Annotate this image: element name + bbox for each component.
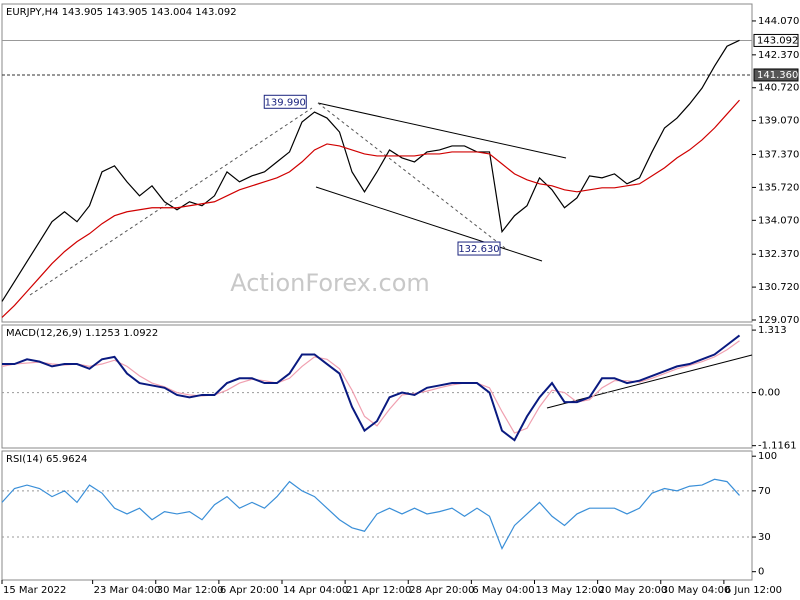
- x-tick-label: 20 May 20:00: [599, 585, 668, 596]
- channel-upper: [317, 102, 567, 159]
- y-tick-label: 0.00: [758, 388, 780, 399]
- y-tick-label: 30: [758, 532, 771, 543]
- x-tick-label: 6 Apr 20:00: [220, 585, 279, 596]
- watermark: ActionForex.com: [230, 269, 430, 297]
- y-tick-label: 135.720: [758, 182, 799, 193]
- macd-panel: [1, 324, 753, 449]
- x-tick-label: 6 Jun 12:00: [725, 585, 782, 596]
- price-panel: [1, 3, 753, 323]
- macd-trendline: [546, 354, 753, 409]
- series-line: [1, 99, 740, 318]
- y-tick-label: 142.370: [758, 50, 799, 61]
- x-tick-label: 30 May 04:00: [662, 585, 731, 596]
- channel-lower: [315, 186, 543, 262]
- y-tick-label: 1.313: [758, 325, 787, 336]
- x-tick-label: 30 Mar 12:00: [157, 585, 224, 596]
- y-tick-label: 132.370: [758, 249, 799, 260]
- panel-title: MACD(12,26,9) 1.1253 1.0922: [6, 328, 158, 339]
- price-label-box: [753, 68, 799, 82]
- y-tick-label: 0: [758, 567, 764, 578]
- x-tick-label: 15 Mar 2022: [3, 585, 66, 596]
- fib-line: [29, 107, 313, 296]
- y-tick-label: -1.1161: [758, 441, 797, 452]
- panel-title: RSI(14) 65.9624: [6, 454, 87, 465]
- price-label: 141.360: [757, 70, 798, 81]
- annotation-label: 139.990: [265, 97, 306, 108]
- x-tick-label: 28 Apr 20:00: [409, 585, 474, 596]
- y-tick-label: 134.070: [758, 215, 799, 226]
- x-tick-label: 23 Mar 04:00: [94, 585, 161, 596]
- series-line: [2, 334, 741, 442]
- series-line: [1, 39, 740, 302]
- price-label: 143.092: [757, 35, 798, 46]
- y-tick-label: 139.070: [758, 116, 799, 127]
- x-tick-label: 21 Apr 12:00: [346, 585, 411, 596]
- annotation-box: [457, 241, 501, 256]
- annotation-label: 132.630: [458, 244, 499, 255]
- y-tick-label: 137.370: [758, 150, 799, 161]
- price-label-box: [753, 33, 799, 47]
- y-tick-label: 129.070: [758, 315, 799, 326]
- y-tick-label: 130.720: [758, 282, 799, 293]
- x-tick-label: 13 May 12:00: [536, 585, 605, 596]
- series-line: [1, 478, 740, 551]
- y-tick-label: 70: [758, 486, 771, 497]
- panel-title: EURJPY,H4 143.905 143.905 143.004 143.09…: [6, 7, 237, 18]
- rsi-panel: [1, 450, 753, 581]
- series-line: [1, 340, 740, 434]
- annotation-box: [263, 94, 307, 109]
- x-tick-label: 6 May 04:00: [472, 585, 534, 596]
- y-tick-label: 140.720: [758, 83, 799, 94]
- y-tick-label: 100: [758, 451, 777, 462]
- y-tick-label: 144.070: [758, 16, 799, 27]
- x-tick-label: 14 Apr 04:00: [283, 585, 348, 596]
